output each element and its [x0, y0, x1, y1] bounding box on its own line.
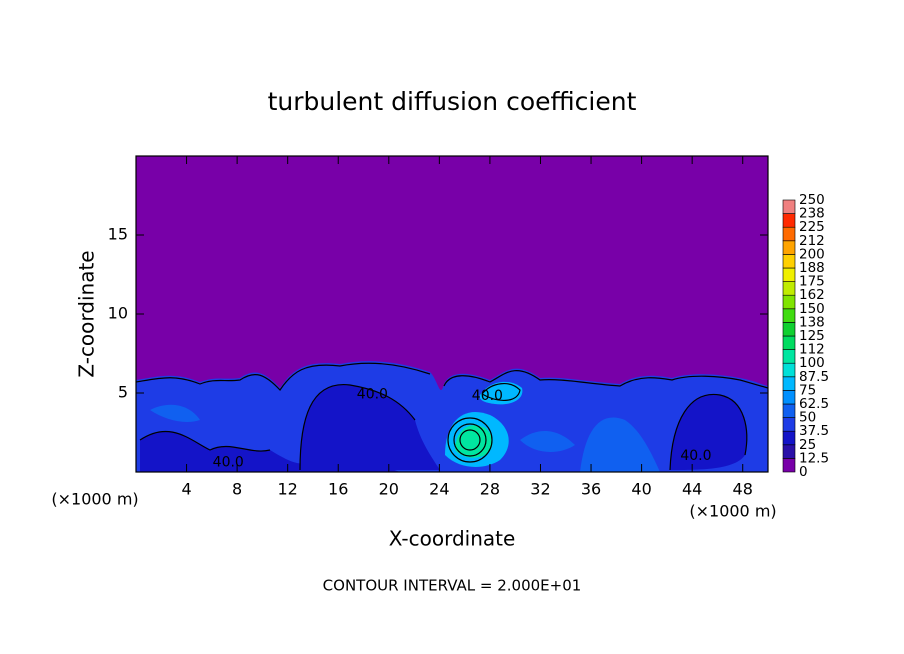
x-tick-label: 20	[379, 480, 399, 499]
colorbar-label: 75	[799, 382, 816, 398]
colorbar-swatch	[782, 308, 796, 323]
colorbar-label: 37.5	[799, 423, 829, 439]
colorbar-swatch	[782, 417, 796, 432]
colorbar-label: 162	[799, 287, 825, 303]
field	[135, 156, 769, 472]
colorbar-swatch	[782, 390, 796, 405]
x-tick-label: 8	[232, 480, 242, 499]
colorbar-label: 212	[799, 233, 825, 249]
x-tick-label: 16	[328, 480, 348, 499]
colorbar-label: 225	[799, 219, 825, 235]
colorbar-swatch	[782, 430, 796, 446]
colorbar-label: 200	[799, 246, 825, 262]
colorbar-swatch	[782, 322, 796, 337]
colorbar-swatch	[782, 444, 796, 459]
colorbar-label: 150	[799, 301, 825, 317]
x-tick-label: 48	[733, 480, 753, 499]
contour-label: 40.0	[357, 387, 388, 403]
colorbar-swatch	[782, 213, 796, 228]
y-tick-label: 15	[108, 225, 128, 244]
colorbar-label: 12.5	[799, 450, 829, 466]
x-axis-label: X-coordinate	[389, 527, 516, 551]
x-tick-label: 28	[480, 480, 500, 499]
x-tick-label: 32	[530, 480, 550, 499]
colorbar-swatch	[782, 240, 796, 255]
colorbar-label: 62.5	[799, 396, 829, 412]
colorbar-swatch	[782, 403, 796, 418]
colorbar-swatch	[782, 362, 796, 378]
x-tick-label: 40	[631, 480, 651, 499]
colorbar-swatch	[782, 199, 796, 214]
x-tick-label: 36	[581, 480, 601, 499]
colorbar-swatch	[782, 294, 796, 310]
x-unit-label: (×1000 m)	[51, 490, 138, 509]
colorbar-label: 250	[799, 192, 825, 208]
colorbar-label: 25	[799, 437, 816, 453]
contour-label: 40.0	[213, 455, 244, 471]
colorbar-label: 238	[799, 206, 825, 222]
colorbar-label: 138	[799, 314, 825, 330]
colorbar-label: 112	[799, 342, 825, 358]
contour-label: 40.0	[472, 388, 503, 404]
colorbar-label: 175	[799, 274, 825, 290]
footer: CONTOUR INTERVAL = 2.000E+01	[323, 577, 582, 595]
colorbar-label: 50	[799, 410, 816, 426]
colorbar-swatch	[782, 281, 796, 296]
colorbar-label: 0	[799, 464, 808, 480]
y-tick-label: 10	[108, 304, 128, 323]
colorbar-swatch	[782, 254, 796, 269]
colorbar-swatch	[782, 267, 796, 282]
colorbar-swatch	[782, 376, 796, 391]
x-tick-label: 12	[278, 480, 298, 499]
x-tick-label: 24	[429, 480, 449, 499]
x-unit-label: (×1000 m)	[689, 502, 776, 521]
colorbar-swatch	[782, 335, 796, 350]
colorbar-label: 125	[799, 328, 825, 344]
colorbar-label: 87.5	[799, 369, 829, 385]
contour-label: 40.0	[680, 448, 711, 464]
y-axis-label: Z-coordinate	[75, 250, 99, 377]
colorbar-label: 188	[799, 260, 825, 276]
colorbar-swatch	[782, 349, 796, 364]
colorbar-swatch	[782, 458, 796, 473]
y-tick-label: 5	[118, 383, 128, 402]
colorbar-label: 100	[799, 355, 825, 371]
x-tick-label: 44	[682, 480, 702, 499]
x-tick-label: 4	[181, 480, 191, 499]
colorbar-swatch	[782, 226, 796, 242]
chart-title: turbulent diffusion coefficient	[268, 87, 637, 116]
